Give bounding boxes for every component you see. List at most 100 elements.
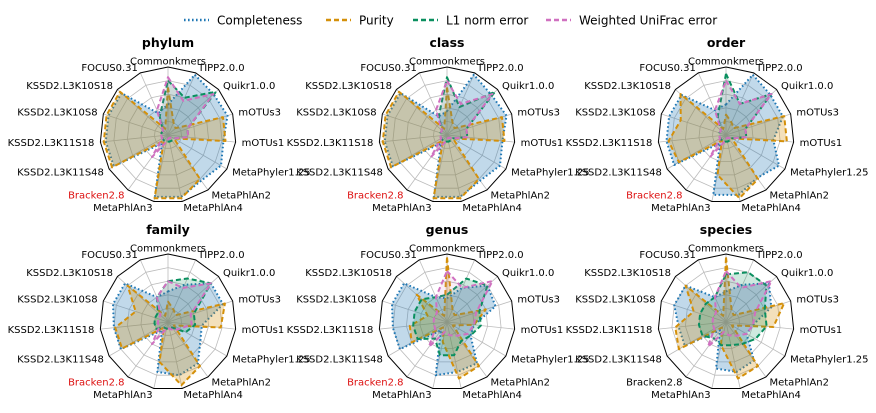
grid-spoke: [666, 134, 727, 170]
series-unifrac-class: [430, 79, 494, 159]
axis-label: KSSD2.L3K11S18: [566, 325, 653, 336]
grid-spoke: [675, 276, 727, 323]
grid-spoke: [725, 134, 741, 202]
axis-label: Commonkmers: [409, 244, 485, 255]
series-completeness-class: [383, 73, 508, 198]
axis-label: mOTUs3: [238, 108, 281, 119]
axis-label: KSSD2.L3K11S18: [566, 138, 653, 149]
legend-label: Purity: [359, 14, 394, 28]
legend-entry-completeness: Completeness: [184, 14, 302, 28]
grid-spoke: [725, 134, 767, 191]
axis-label: KSSD2.L3K11S48: [296, 355, 383, 366]
radar-frame: [657, 253, 795, 390]
series-unifrac-genus: [428, 270, 494, 348]
panel-title: class: [429, 35, 464, 50]
axis-label: TIPP2.0.0: [197, 250, 245, 261]
axis-label: Commonkmers: [409, 57, 485, 68]
series-unifrac-phylum: [151, 76, 215, 159]
grid-spoke: [697, 72, 727, 136]
axis-label: FOCUS0.31: [360, 63, 417, 74]
axis-label: Quikr1.0.0: [781, 81, 833, 92]
legend-label: Weighted UniFrac error: [579, 14, 717, 28]
axis-label: KSSD2.L3K11S48: [17, 168, 104, 179]
grid-ring: [419, 107, 475, 163]
series-purity-family: [114, 284, 226, 387]
legend: Completeness Purity L1 norm error Weighted …: [184, 14, 717, 28]
axis-label: mOTUs1: [242, 325, 285, 336]
grid-rings: [671, 80, 781, 189]
grid-spoke: [446, 134, 462, 202]
radar-frame: [657, 66, 795, 203]
axis-label: FOCUS0.31: [639, 63, 696, 74]
axis-label: mOTUs1: [800, 325, 843, 336]
axis-label: Bracken2.8: [347, 190, 403, 201]
axis-label: mOTUs3: [517, 108, 560, 119]
axis-label: KSSD2.L3K10S18: [584, 268, 671, 279]
axis-label: Quikr1.0.0: [781, 268, 833, 279]
grid-spoke: [139, 72, 169, 136]
axis-label: KSSD2.L3K10S8: [575, 295, 655, 306]
axis-label: MetaPhyler1.25: [511, 168, 589, 179]
axis-label: MetaPhyler1.25: [232, 355, 310, 366]
legend-entry-purity: Purity: [326, 14, 394, 28]
axis-label: TIPP2.0.0: [476, 250, 524, 261]
axis-label: Commonkmers: [130, 244, 206, 255]
axis-label: MetaPhlAn3: [372, 390, 432, 401]
grid-spoke: [167, 134, 183, 202]
axis-label: KSSD2.L3K11S18: [8, 138, 95, 149]
panel-title: phylum: [142, 35, 194, 50]
axis-label: KSSD2.L3K10S18: [305, 81, 392, 92]
panel-title: genus: [426, 222, 469, 237]
grid-spoke: [661, 113, 727, 136]
grid-spoke: [418, 259, 448, 323]
axis-label: mOTUs1: [521, 138, 564, 149]
radar-frame: [378, 253, 516, 390]
radar-frame: [99, 66, 237, 203]
panels: CommonkmersTIPP2.0.0Quikr1.0.0mOTUs3mOTU…: [8, 35, 869, 401]
axis-label: Quikr1.0.0: [223, 268, 275, 279]
grid-ring: [698, 107, 754, 163]
grid-ring: [712, 120, 740, 149]
axis-label: KSSD2.L3K10S18: [584, 81, 671, 92]
grid-spoke: [446, 134, 507, 170]
grid-spoke: [167, 134, 209, 191]
grid-spoke: [725, 134, 786, 170]
grid-spoke: [100, 321, 169, 330]
grid-ring: [712, 307, 740, 336]
series-unifrac-species: [707, 270, 773, 348]
axis-label: MetaPhlAn4: [183, 390, 243, 401]
grid-spoke: [103, 113, 169, 136]
axis-label: Commonkmers: [688, 57, 764, 68]
grid-spoke: [658, 321, 727, 330]
grid-rings: [113, 80, 223, 189]
axis-label: MetaPhlAn3: [93, 203, 153, 214]
axis-label: KSSD2.L3K10S8: [296, 295, 376, 306]
axis-label: KSSD2.L3K11S48: [296, 168, 383, 179]
grid-spoke: [100, 134, 169, 143]
grid-spoke: [446, 259, 476, 323]
grid-spoke: [167, 321, 209, 378]
axis-label: MetaPhlAn4: [741, 203, 801, 214]
grid-spoke: [167, 259, 197, 323]
grid-ring: [127, 93, 209, 176]
grid-ring: [685, 93, 767, 176]
axis-label: Bracken2.8: [68, 377, 124, 388]
grid-ring: [392, 80, 502, 189]
axis-label: MetaPhyler1.25: [790, 168, 868, 179]
grid-spoke: [382, 300, 448, 323]
axis-label: mOTUs3: [796, 295, 839, 306]
axis-label: MetaPhyler1.25: [232, 168, 310, 179]
grid-spoke: [446, 321, 507, 357]
grid-spoke: [661, 300, 727, 323]
axis-label: Quikr1.0.0: [223, 81, 275, 92]
grid-ring: [392, 267, 502, 376]
grid-spoke: [167, 321, 236, 330]
series-purity-genus: [408, 256, 487, 380]
axis-label: MetaPhlAn2: [769, 190, 829, 201]
